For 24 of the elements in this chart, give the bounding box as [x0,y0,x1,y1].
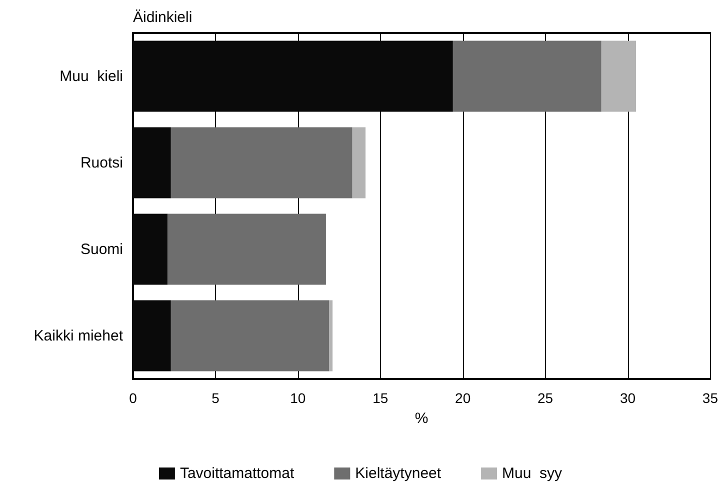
x-tick-label: 30 [620,390,636,406]
x-tick-label: 25 [538,390,554,406]
bar [352,127,366,198]
legend-label: Muu syy [502,465,563,482]
x-tick-label: 0 [129,390,138,406]
y-axis-title: Äidinkieli [133,9,192,26]
y-tick-label: Suomi [80,240,123,258]
bar [170,127,352,198]
y-tick-label: Ruotsi [80,154,123,172]
bar [329,300,333,372]
bar [452,40,602,112]
bar [168,214,326,285]
y-tick-label: Kaikki miehet [34,327,124,344]
legend-label: Kieltäytyneet [355,465,442,482]
bar [601,40,636,112]
x-axis-title: % [414,410,428,427]
x-tick-label: 15 [372,390,388,406]
x-tick-label: 35 [702,390,718,406]
x-tick-label: 5 [212,390,220,406]
x-tick-label: 20 [455,390,471,406]
bar [170,300,330,372]
legend-label: Tavoittamattomat [180,465,295,482]
y-tick-label: Muu kieli [60,68,123,85]
x-tick-label: 10 [290,390,306,406]
